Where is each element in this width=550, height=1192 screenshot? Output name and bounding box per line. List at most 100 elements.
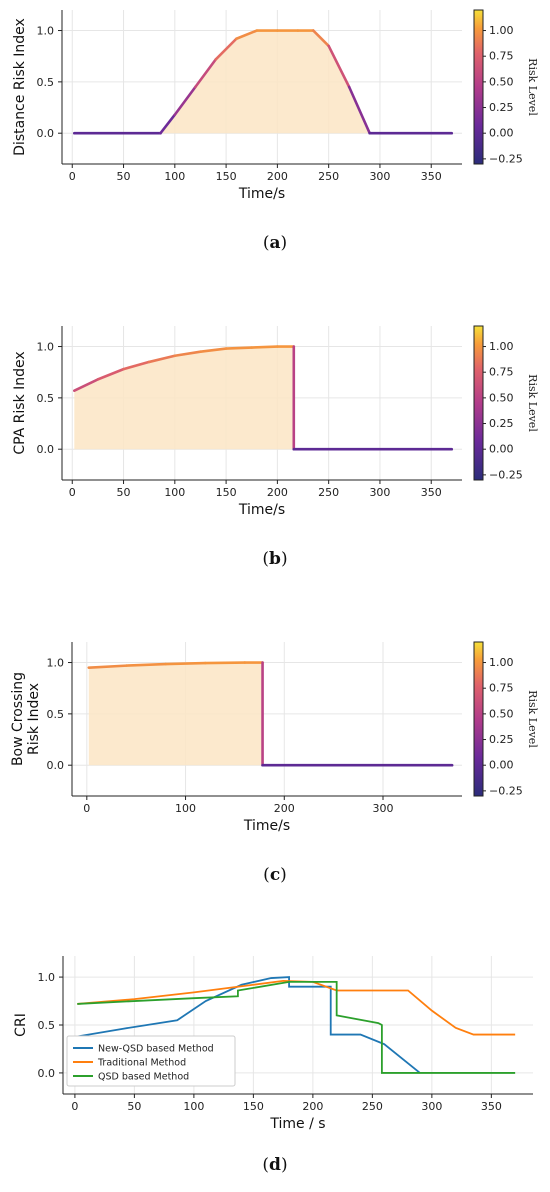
colorbar-tick-label: 0.00 — [489, 759, 514, 772]
colorbar-tick-label: 0.25 — [489, 417, 514, 430]
series-line-2 — [77, 980, 516, 1036]
x-tick-label: 50 — [117, 170, 131, 183]
legend-label: Traditional Method — [97, 1058, 186, 1069]
colorbar — [473, 641, 484, 797]
risk-line-segment — [327, 44, 351, 89]
y-tick-label: 0.5 — [47, 708, 65, 721]
x-tick-label: 150 — [216, 486, 237, 499]
risk-line-segment — [224, 346, 254, 350]
y-axis-label: Distance Risk Index — [12, 18, 28, 156]
risk-line-segment — [311, 29, 330, 48]
x-tick-label: 250 — [318, 170, 339, 183]
colorbar-tick-label: 1.00 — [489, 24, 514, 37]
risk-line-segment — [73, 378, 100, 392]
x-tick-label: 200 — [267, 170, 288, 183]
x-tick-label: 300 — [421, 1100, 442, 1113]
colorbar-tick-label: −0.25 — [489, 468, 523, 481]
x-tick-label: 0 — [69, 170, 76, 183]
panel-caption: (c) — [263, 865, 287, 885]
x-tick-label: 350 — [421, 486, 442, 499]
legend-label: New-QSD based Method — [98, 1044, 214, 1055]
risk-line-segment — [125, 662, 168, 667]
legend-box — [66, 1035, 236, 1087]
x-axis-label: Time / s — [269, 1116, 325, 1132]
colorbar — [473, 325, 484, 481]
colorbar-tick-label: 0.25 — [489, 101, 514, 114]
x-tick-label: 50 — [117, 486, 131, 499]
panel-caption: (b) — [262, 549, 287, 569]
x-tick-label: 100 — [164, 170, 185, 183]
risk-line-segment — [87, 664, 128, 669]
colorbar-tick-label: −0.25 — [489, 152, 523, 165]
legend-label: QSD based Method — [98, 1072, 189, 1083]
colorbar-tick-label: −0.25 — [489, 784, 523, 797]
risk-area-fill — [74, 346, 452, 450]
panel-b: 0 50 100 150 200 250 300 350 0.0 0.5 1.0 Time/s CPA … — [12, 325, 539, 569]
series-line-3 — [77, 980, 516, 1074]
risk-line-segment — [173, 350, 202, 358]
risk-line-segment — [96, 367, 125, 381]
x-tick-label: 300 — [369, 486, 390, 499]
y-tick-label: 0.5 — [37, 76, 55, 89]
colorbar-label: Risk Level — [526, 58, 539, 116]
panel-c: 0 100 200 300 0.0 0.5 1.0 Time/s Bow CrossingRis… — [10, 641, 539, 885]
risk-line-segment — [235, 29, 259, 41]
x-tick-label: 100 — [175, 802, 196, 815]
risk-line-segment — [173, 85, 197, 117]
risk-line-segment — [214, 37, 238, 61]
risk-area-fill — [88, 662, 453, 766]
x-tick-label: 350 — [481, 1100, 502, 1113]
y-axis-label: CRI — [13, 1013, 29, 1037]
y-tick-label: 1.0 — [37, 25, 55, 38]
y-tick-label: 0.0 — [47, 759, 65, 772]
x-tick-label: 50 — [127, 1100, 141, 1113]
risk-line-segment — [164, 661, 207, 666]
colorbar-tick-label: 0.50 — [489, 707, 514, 720]
x-tick-label: 0 — [69, 486, 76, 499]
risk-line-segment — [203, 661, 247, 665]
colorbar-tick-label: 0.50 — [489, 75, 514, 88]
panel-caption: (d) — [262, 1155, 287, 1175]
risk-line-segment — [147, 354, 177, 364]
colorbar-tick-label: 1.00 — [489, 656, 514, 669]
y-axis-label: Bow CrossingRisk Index — [10, 672, 42, 766]
y-tick-label: 0.0 — [37, 443, 55, 456]
x-tick-label: 350 — [421, 170, 442, 183]
x-axis-label: Time/s — [238, 502, 285, 518]
y-tick-label: 1.0 — [37, 341, 55, 354]
colorbar-tick-label: 0.75 — [489, 366, 514, 379]
x-tick-label: 200 — [274, 802, 295, 815]
colorbar-tick-label: 0.75 — [489, 50, 514, 63]
panel-a: 0 50 100 150 200 250 300 350 0.0 0.5 1.0 Time/s Dist… — [12, 9, 539, 253]
risk-line-segment — [194, 57, 218, 89]
panel-d: 0 50 100 150 200 250 300 350 0.0 0.5 1.0 Time / s CR… — [13, 956, 533, 1175]
x-tick-label: 250 — [318, 486, 339, 499]
x-tick-label: 150 — [243, 1100, 264, 1113]
x-tick-label: 0 — [71, 1100, 78, 1113]
risk-line-segment — [347, 85, 371, 135]
y-tick-label: 0.0 — [37, 127, 55, 140]
y-tick-label: 1.0 — [38, 971, 56, 984]
x-tick-label: 300 — [373, 802, 394, 815]
colorbar-tick-label: 0.00 — [489, 127, 514, 140]
risk-line-segment — [250, 345, 279, 349]
colorbar-label: Risk Level — [526, 690, 539, 748]
x-tick-label: 150 — [216, 170, 237, 183]
x-tick-label: 300 — [369, 170, 390, 183]
x-tick-label: 200 — [302, 1100, 323, 1113]
risk-line-segment — [159, 113, 177, 135]
y-axis-label: CPA Risk Index — [12, 351, 28, 454]
x-tick-label: 250 — [362, 1100, 383, 1113]
colorbar-tick-label: 0.50 — [489, 391, 514, 404]
series-line-1 — [77, 976, 421, 1074]
y-tick-label: 1.0 — [47, 657, 65, 670]
colorbar-tick-label: 0.00 — [489, 443, 514, 456]
panel-caption: (a) — [263, 233, 287, 253]
y-tick-label: 0.0 — [38, 1067, 56, 1080]
y-tick-label: 0.5 — [38, 1019, 56, 1032]
y-tick-label: 0.5 — [37, 392, 55, 405]
colorbar-tick-label: 0.75 — [489, 682, 514, 695]
colorbar-tick-label: 0.25 — [489, 733, 514, 746]
x-axis-label: Time/s — [238, 186, 285, 202]
risk-line-segment — [199, 347, 228, 353]
